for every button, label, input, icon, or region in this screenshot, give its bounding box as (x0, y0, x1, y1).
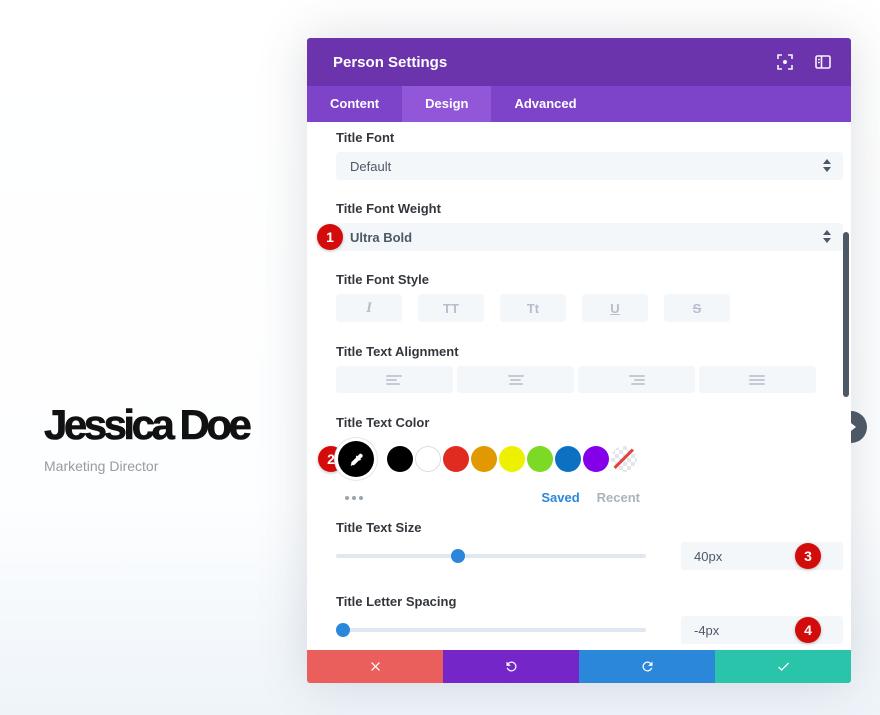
undo-button[interactable] (443, 650, 579, 683)
title-letter-spacing-label: Title Letter Spacing (336, 594, 457, 609)
step-badge-1: 1 (317, 224, 343, 250)
person-role-text: Marketing Director (44, 458, 159, 475)
chevron-updown-icon (823, 159, 831, 172)
step-badge-3: 3 (795, 543, 821, 569)
title-font-label: Title Font (336, 130, 395, 145)
saved-colors-link[interactable]: Saved (541, 490, 580, 505)
more-options-icon[interactable] (345, 495, 363, 500)
check-icon (777, 662, 789, 671)
expand-modal-icon[interactable] (777, 54, 793, 70)
color-swatch-white[interactable] (415, 446, 441, 472)
color-swatch-black[interactable] (387, 446, 413, 472)
title-font-select[interactable]: Default (336, 152, 843, 180)
title-text-alignment-label: Title Text Alignment (336, 344, 459, 359)
letter-spacing-value: -4px (694, 622, 720, 638)
slider-handle[interactable] (451, 549, 466, 563)
align-left-button[interactable] (336, 366, 453, 393)
tab-content[interactable]: Content (330, 96, 380, 111)
title-font-style-label: Title Font Style (336, 272, 429, 287)
modal-footer (307, 650, 851, 683)
person-settings-modal: Person Settings Content Design Advanced … (307, 38, 867, 683)
align-right-button[interactable] (578, 366, 695, 393)
title-font-weight-select[interactable]: Ultra Bold (336, 223, 843, 251)
tab-design[interactable]: Design (402, 86, 492, 122)
chevron-updown-icon (823, 230, 831, 243)
color-swatch-red[interactable] (443, 446, 469, 472)
color-swatch-blue[interactable] (555, 446, 581, 472)
letter-spacing-slider[interactable] (336, 616, 646, 644)
underline-style-button[interactable]: U (582, 294, 648, 322)
align-justify-button[interactable] (699, 366, 816, 393)
color-swatch-orange[interactable] (471, 446, 497, 472)
title-font-weight-value: Ultra Bold (350, 229, 413, 245)
text-size-slider[interactable] (336, 542, 646, 570)
module-preview: Jessica Doe Marketing Director (44, 401, 252, 475)
color-swatch-transparent[interactable] (611, 446, 637, 472)
discard-button[interactable] (307, 650, 443, 683)
text-size-value: 40px (694, 548, 723, 564)
snap-to-side-icon[interactable] (815, 54, 831, 70)
eyedropper-button[interactable] (338, 441, 374, 477)
modal-drag-handle[interactable] (851, 411, 867, 443)
smallcaps-style-button[interactable]: Tt (500, 294, 566, 322)
modal-scrollbar[interactable] (843, 232, 849, 397)
tab-advanced[interactable]: Advanced (514, 96, 577, 111)
uppercase-style-button[interactable]: TT (418, 294, 484, 322)
save-button[interactable] (715, 650, 851, 683)
title-font-value: Default (350, 158, 392, 174)
slider-track (336, 554, 646, 558)
close-icon (370, 662, 380, 671)
italic-style-button[interactable]: I (336, 294, 402, 322)
recent-colors-link[interactable]: Recent (596, 490, 640, 505)
modal-header: Person Settings (307, 38, 851, 86)
step-badge-4: 4 (795, 617, 821, 643)
modal-body: Title Font Default Title Font Weight Ult… (307, 122, 851, 650)
title-text-color-label: Title Text Color (336, 415, 430, 430)
title-font-weight-label: Title Font Weight (336, 201, 441, 216)
color-swatch-yellow[interactable] (499, 446, 525, 472)
redo-button[interactable] (579, 650, 715, 683)
text-size-input[interactable]: 40px 3 (681, 542, 843, 570)
color-swatch-purple[interactable] (583, 446, 609, 472)
modal-title: Person Settings (333, 53, 448, 71)
eyedropper-icon (350, 453, 363, 466)
letter-spacing-input[interactable]: -4px 4 (681, 616, 843, 644)
slider-track (336, 628, 646, 632)
person-title-text: Jessica Doe (44, 401, 252, 448)
undo-icon (506, 661, 517, 672)
strikethrough-style-button[interactable]: S (664, 294, 730, 322)
redo-icon (641, 661, 652, 672)
color-swatch-green[interactable] (527, 446, 553, 472)
slider-handle[interactable] (336, 623, 351, 637)
modal-tab-bar: Content Design Advanced (307, 86, 851, 122)
align-center-button[interactable] (457, 366, 574, 393)
title-text-size-label: Title Text Size (336, 520, 422, 535)
